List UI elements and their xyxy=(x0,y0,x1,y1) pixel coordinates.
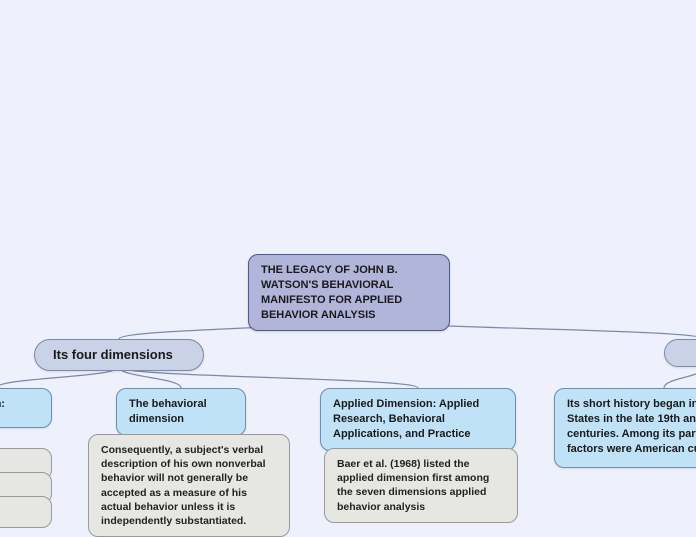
root-text: THE LEGACY OF JOHN B. WATSON'S BEHAVIORA… xyxy=(261,264,402,321)
detail-baer-et-al: Baer et al. (1968) listed the applied di… xyxy=(324,448,518,523)
diagram-stage: THE LEGACY OF JOHN B. WATSON'S BEHAVIORA… xyxy=(0,0,696,520)
branch-right-partial xyxy=(664,339,696,367)
child-text: Applied Dimension: Applied Research, Beh… xyxy=(333,398,479,440)
detail-text: Consequently, a subject's verbal descrip… xyxy=(101,444,266,527)
detail-text: Baer et al. (1968) listed the applied di… xyxy=(337,458,489,513)
root-node: THE LEGACY OF JOHN B. WATSON'S BEHAVIORA… xyxy=(248,254,450,331)
child-text: The behavioral dimension xyxy=(129,398,207,425)
detail-partial-c: erm, xyxy=(0,496,52,528)
branch-label: Its four dimensions xyxy=(53,347,173,362)
child-text: imension: xyxy=(0,398,5,410)
child-dimension-partial: imension: xyxy=(0,388,52,428)
child-behavioral-dimension: The behavioral dimension xyxy=(116,388,246,436)
child-text: Its short history began in the United St… xyxy=(567,398,696,455)
child-short-history: Its short history began in the United St… xyxy=(554,388,696,468)
detail-consequently: Consequently, a subject's verbal descrip… xyxy=(88,434,290,537)
branch-four-dimensions: Its four dimensions xyxy=(34,339,204,371)
child-applied-dimension: Applied Dimension: Applied Research, Beh… xyxy=(320,388,516,451)
